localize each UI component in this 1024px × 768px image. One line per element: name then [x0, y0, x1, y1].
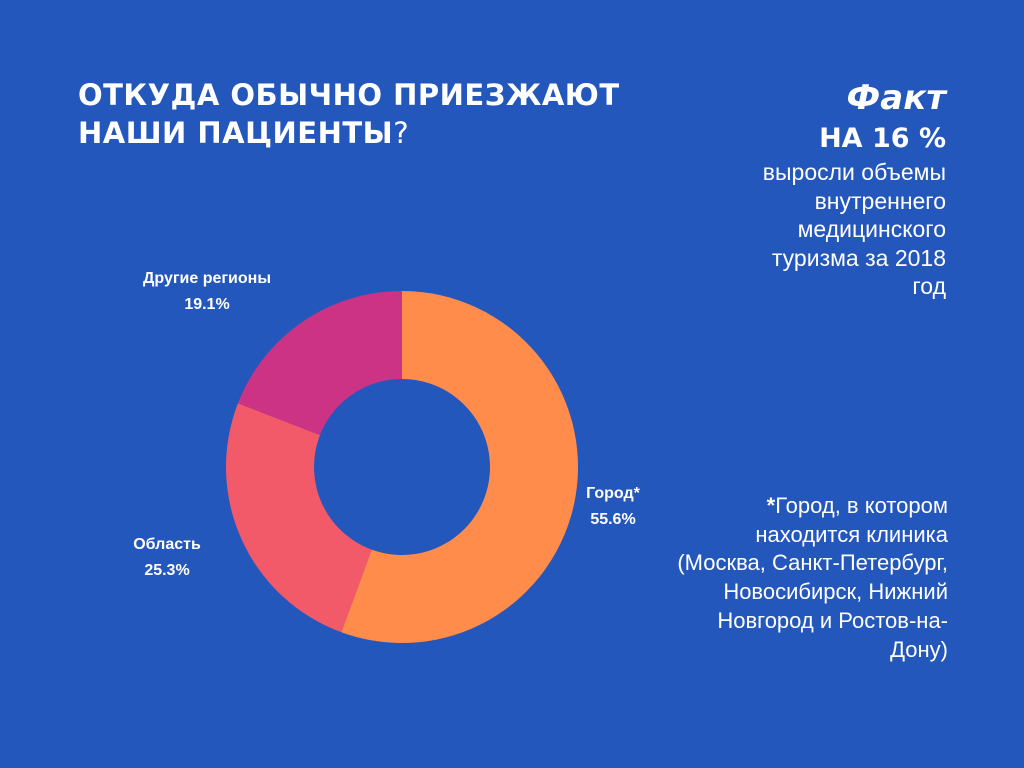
slice-label-1: Город* — [586, 485, 641, 502]
slice-label-2: Область — [133, 536, 201, 553]
title-question-mark: ? — [393, 116, 410, 150]
slice-value-1: 55.6% — [590, 511, 635, 528]
slice-label-3: Другие регионы — [143, 270, 271, 287]
footnote: *Город, в котором находится клиника (Мос… — [663, 492, 948, 664]
chart-title: ОТКУДА ОБЫЧНО ПРИЕЗЖАЮТ НАШИ ПАЦИЕНТЫ? — [78, 76, 638, 152]
fact-heading: Факт — [846, 78, 946, 118]
donut-slice-2 — [226, 403, 372, 633]
slice-value-3: 19.1% — [184, 296, 229, 313]
donut-slice-3 — [237, 291, 402, 436]
donut-slice-1 — [341, 291, 578, 643]
fact-text: выросли объемы внутреннего медицинского … — [762, 159, 946, 299]
footnote-marker: * — [766, 493, 776, 518]
fact-value: НА 16 % — [819, 123, 946, 154]
footnote-text: Город, в котором находится клиника (Моск… — [677, 493, 948, 662]
slice-value-2: 25.3% — [144, 562, 189, 579]
fact-panel: Факт НА 16 % выросли объемы внутреннего … — [626, 78, 946, 301]
title-text: ОТКУДА ОБЫЧНО ПРИЕЗЖАЮТ НАШИ ПАЦИЕНТЫ — [78, 78, 620, 150]
